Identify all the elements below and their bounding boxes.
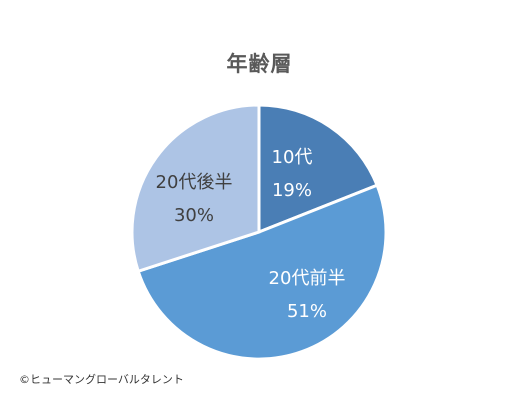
copyright-notice: ©ヒューマングローバルタレント — [19, 373, 184, 386]
slice-value-label-1: 19% — [272, 180, 312, 201]
slice-label-1: 10代 — [272, 147, 313, 168]
slice-value-label-3: 30% — [174, 205, 214, 226]
slice-label-2: 20代前半 — [269, 268, 346, 289]
pie-slice-1 — [257, 103, 380, 235]
slice-label-3: 20代後半 — [156, 172, 233, 193]
slice-value-label-2: 51% — [287, 301, 327, 322]
pie-slice-3 — [130, 103, 261, 274]
pie-slice-2 — [136, 183, 388, 361]
chart-title: 年齢層 — [226, 52, 293, 76]
